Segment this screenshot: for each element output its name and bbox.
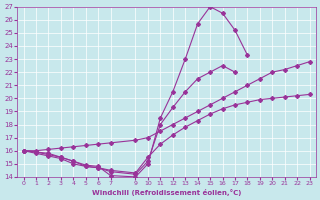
X-axis label: Windchill (Refroidissement éolien,°C): Windchill (Refroidissement éolien,°C) bbox=[92, 189, 241, 196]
